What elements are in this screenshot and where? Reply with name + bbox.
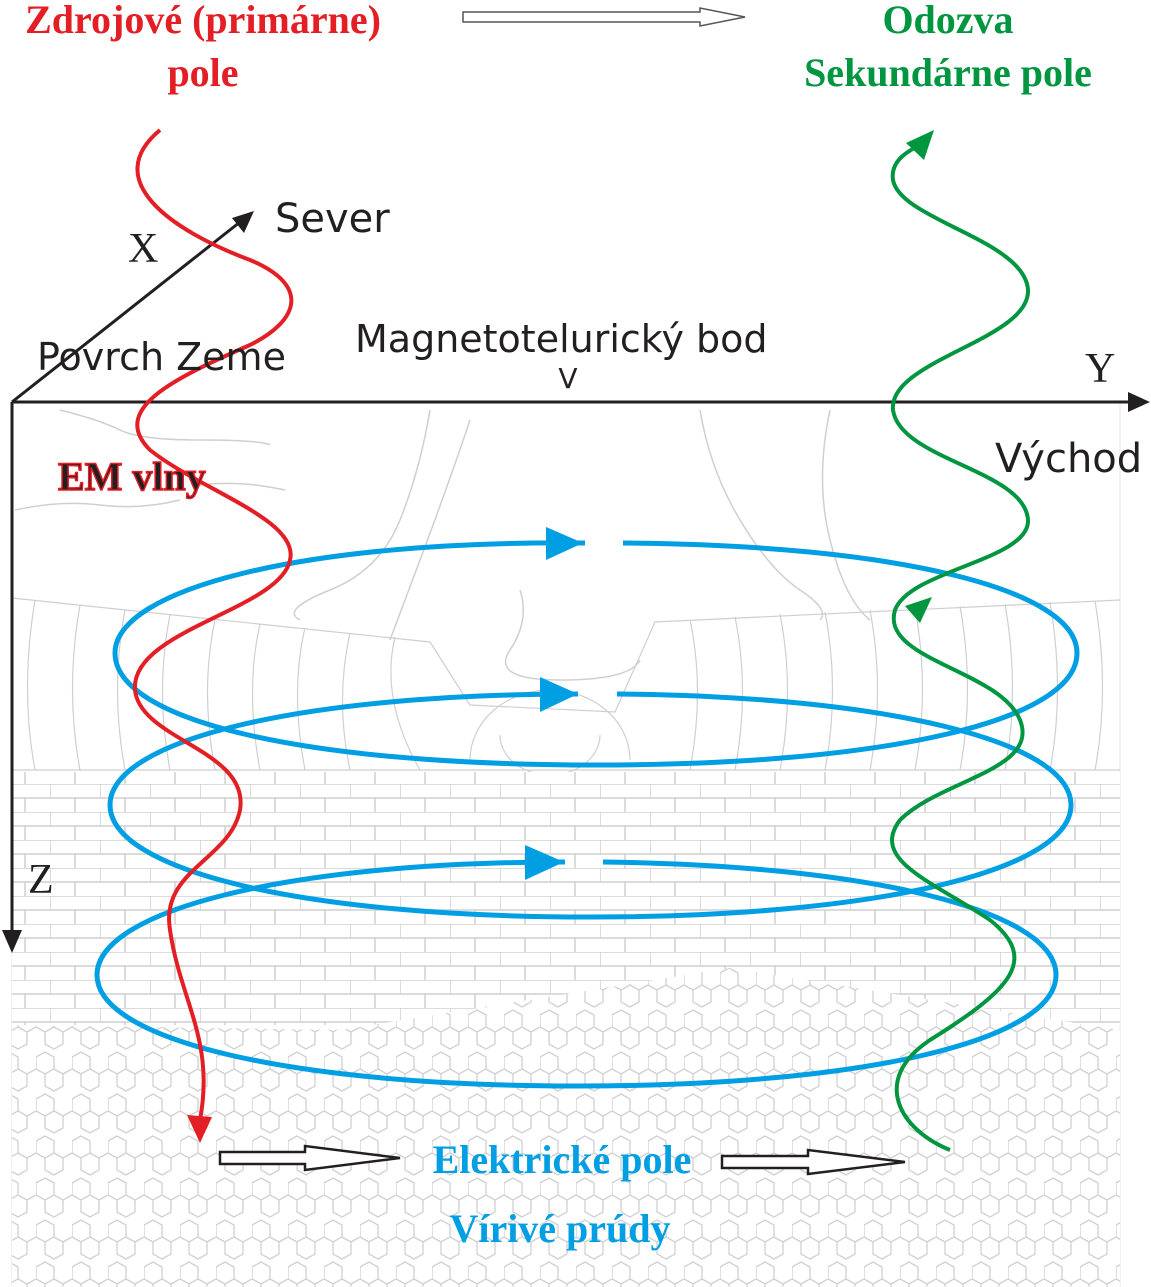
z-axis-label: Z: [28, 857, 54, 903]
y-axis-label: Y: [1085, 346, 1115, 392]
secondary-wave: [890, 143, 1031, 1152]
z-axis-arrowhead: [2, 930, 22, 953]
mt-point-label: Magnetotelurický bod: [355, 317, 768, 361]
north-label: Sever: [275, 196, 390, 242]
surface-label: Povrch Zeme: [37, 335, 286, 379]
x-axis-label: X: [128, 226, 158, 272]
secondary-field-title-line1: Odozva: [882, 0, 1013, 42]
secondary-wave-arrowhead-top: [906, 130, 934, 160]
primary-field-title-line1: Zdrojové (primárne): [25, 0, 381, 42]
secondary-field-title-line2: Sekundárne pole: [804, 50, 1092, 95]
y-axis-arrowhead: [1128, 392, 1150, 412]
eddy-current-loops: [94, 527, 1080, 1089]
hex-layer: [12, 968, 1120, 1287]
secondary-wave-arrowhead-mid: [905, 597, 932, 623]
current-loop-2-arrowhead: [540, 677, 578, 712]
flow-arrow-bottom-left: [218, 1144, 401, 1172]
current-loop-3-arrowhead: [525, 845, 564, 880]
x-axis-arrowhead: [232, 211, 254, 233]
cracks-layer: [14, 409, 871, 681]
x-axis: [11, 220, 241, 404]
electric-field-label: Elektrické pole: [433, 1137, 692, 1182]
eddy-currents-label: Vírivé prúdy: [449, 1206, 670, 1251]
flow-arrow-top: [462, 7, 746, 27]
flow-arrow-bottom-right: [720, 1148, 906, 1176]
primary-wave: [132, 128, 294, 1121]
primary-wave-arrowhead: [187, 1115, 212, 1143]
current-loop-1-arrowhead: [546, 527, 583, 560]
primary-field-title-line2: pole: [167, 50, 238, 95]
current-loop-1: [112, 540, 1080, 768]
current-loop-2: [107, 691, 1074, 920]
em-waves-label: EM vlny: [58, 454, 206, 499]
axes: [2, 211, 1150, 953]
mt-point-marker: V: [558, 362, 577, 395]
current-loop-3: [94, 859, 1059, 1089]
east-label: Východ: [995, 436, 1142, 482]
